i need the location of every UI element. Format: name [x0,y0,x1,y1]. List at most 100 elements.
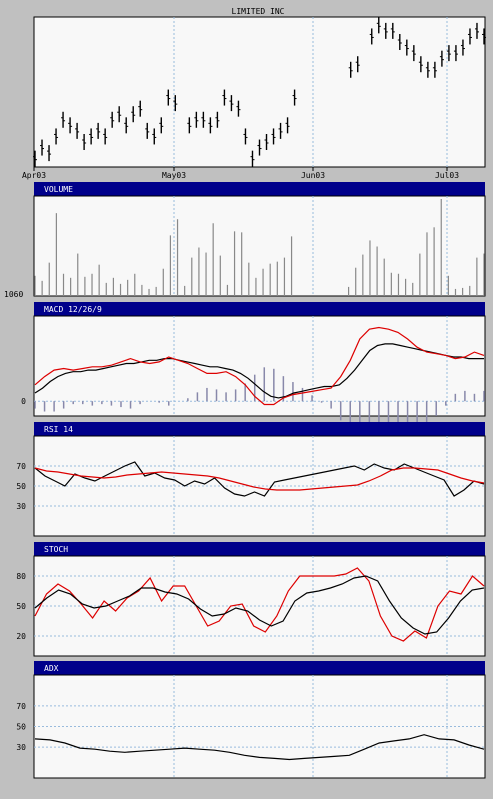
price-bar [96,122,101,139]
y-tick-label: 50 [16,723,26,732]
price-bar [250,150,255,167]
volume-y-label: 1060 [4,290,23,299]
price-bar [390,22,395,39]
rsi-lines [34,461,485,497]
price-grid [173,17,448,167]
price-bar [75,122,80,139]
stoch-lines [34,567,485,642]
rsi-title: RSI 14 [44,425,73,434]
price-bar [173,95,178,112]
price-bar [482,28,486,45]
adx-lines [34,734,485,761]
price-bar [124,117,129,134]
series-line [34,467,485,491]
price-bar [152,128,157,145]
rsi-header-bar [34,422,485,436]
price-bar [117,106,122,123]
series-line [34,567,485,642]
price-bar [215,111,220,128]
price-bar [159,117,164,134]
y-tick-label: 70 [16,702,26,711]
price-bar [404,39,409,56]
price-bar [187,117,192,134]
price-bar [257,139,262,156]
price-bar [348,61,353,78]
x-tick-label: May03 [162,171,186,180]
x-axis-labels: Apr03 May03 Jun03 Jul03 [22,167,459,180]
macd-title: MACD 12/26/9 [44,305,102,314]
price-bar [383,22,388,39]
series-line [34,343,484,399]
x-tick-label: Jun03 [301,171,325,180]
y-tick-label: 0 [21,397,26,406]
price-bar [474,22,479,39]
price-bar [397,34,402,50]
price-bar [292,89,297,106]
macd-header-bar [34,302,485,316]
series-line [34,734,485,761]
y-tick-label: 30 [16,743,26,752]
stoch-header-bar [34,542,485,556]
price-bar [376,17,381,34]
price-bar [285,117,290,134]
y-tick-label: 50 [16,602,26,611]
price-bar [264,134,269,150]
y-tick-label: 50 [16,482,26,491]
macd-y-ticks: 0 [21,397,26,406]
price-bar [61,111,66,128]
price-bar [89,128,94,145]
price-bar [439,50,444,67]
price-bar [432,61,437,78]
adx-header-bar [34,661,485,675]
price-bar [411,45,416,62]
price-bar [369,28,374,45]
series-line [34,461,485,497]
y-tick-label: 80 [16,572,26,581]
price-bar [201,111,206,128]
price-bar [222,89,227,106]
y-tick-label: 20 [16,632,26,641]
y-tick-label: 70 [16,462,26,471]
price-bar [271,128,276,145]
price-bar [54,128,59,145]
rsi-y-ticks: 70 50 30 [16,462,26,511]
price-bar [208,117,213,134]
price-bar [278,122,283,139]
price-bars [33,17,486,167]
stoch-y-ticks: 80 50 20 [16,572,26,641]
volume-plot-area [33,195,486,297]
volume-grid [173,196,448,296]
volume-bars [34,199,485,296]
price-bar [425,61,430,78]
stoch-grid [34,556,485,656]
price-bar [418,56,423,73]
price-bar [40,139,45,156]
price-bar [460,39,465,56]
volume-header-bar [34,182,485,196]
price-bar [131,106,136,123]
stoch-title: STOCH [44,545,68,554]
rsi-grid [34,436,485,536]
volume-title: VOLUME [44,185,73,194]
price-bar [243,128,248,145]
x-tick-label: Apr03 [22,171,46,180]
x-tick-label: Jul03 [435,171,459,180]
price-bar [138,100,143,117]
price-bar [236,100,241,117]
price-bar [467,28,472,45]
price-bar [194,111,199,128]
price-bar [33,150,37,167]
y-tick-label: 30 [16,502,26,511]
price-bar [355,56,360,73]
macd-lines [34,326,485,406]
price-bar [103,128,108,145]
price-bar [453,45,458,62]
price-bar [166,89,171,106]
adx-grid [34,675,485,778]
chart-title: LIMITED INC [232,7,285,16]
price-bar [229,95,234,112]
price-bar [145,122,150,139]
price-bar [82,134,87,150]
